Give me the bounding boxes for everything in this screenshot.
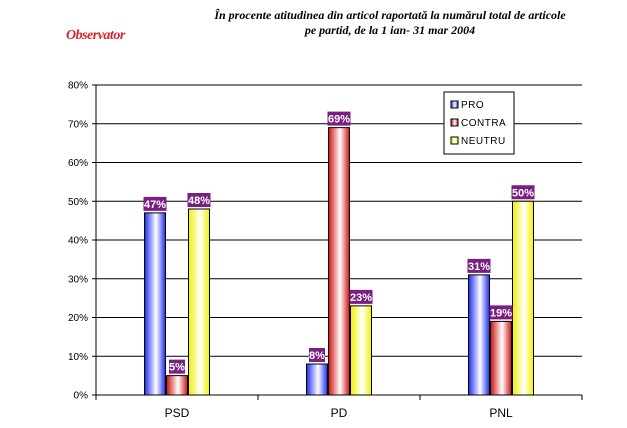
bar-contra xyxy=(166,375,188,396)
y-tick-label: 10% xyxy=(68,352,88,363)
data-label-bg xyxy=(327,111,351,126)
y-tick-label: 30% xyxy=(68,274,88,285)
data-labels: 47% 5% 48% 8% 69% 23% 31% 19% 50% xyxy=(143,111,535,374)
legend-label-pro: PRO xyxy=(461,100,484,111)
x-category-label: PNL xyxy=(489,406,513,420)
data-label: 69% xyxy=(328,114,350,126)
legend-label-contra: CONTRA xyxy=(461,118,506,129)
bar-contra xyxy=(490,320,512,396)
data-label-bg xyxy=(143,196,167,211)
data-label-bg xyxy=(467,258,491,273)
data-label-bg xyxy=(489,305,513,320)
y-tick-label: 0% xyxy=(74,391,89,402)
data-label: 50% xyxy=(512,187,534,199)
x-category-label: PSD xyxy=(165,406,190,420)
data-label-bg xyxy=(187,193,211,207)
legend-swatch-pro xyxy=(450,100,459,109)
data-label: 8% xyxy=(309,350,325,362)
y-tick-label: 60% xyxy=(68,158,88,169)
data-label: 23% xyxy=(350,292,372,304)
legend-label-neutru: NEUTRU xyxy=(461,136,506,147)
bar-pro xyxy=(144,212,166,396)
observator-logo: Observator xyxy=(66,28,125,43)
data-label-bg xyxy=(511,185,535,200)
y-tick-label: 80% xyxy=(68,81,88,92)
chart-title-line-2: pe partid, de la 1 ian- 31 mar 2004 xyxy=(304,23,476,37)
legend: PRO CONTRA NEUTRU xyxy=(443,91,515,155)
chart-title: În procente atitudinea din articol rapor… xyxy=(150,8,627,38)
data-label: 5% xyxy=(169,362,185,374)
bar-contra xyxy=(328,127,350,396)
data-label: 31% xyxy=(468,261,490,273)
bar-neutru xyxy=(350,305,372,396)
y-tick-label: 40% xyxy=(68,236,88,247)
y-tick-label: 70% xyxy=(68,119,88,130)
data-label: 47% xyxy=(144,199,166,211)
y-tick-label: 20% xyxy=(68,313,88,324)
data-label: 19% xyxy=(490,307,512,319)
bar-neutru xyxy=(188,208,210,396)
bars xyxy=(144,127,534,396)
data-label-bg xyxy=(349,289,373,304)
chart-title-line-1: În procente atitudinea din articol rapor… xyxy=(214,8,566,22)
x-category-label: PD xyxy=(331,406,348,420)
data-label-bg xyxy=(309,348,325,362)
bar-pro xyxy=(306,363,328,396)
data-label: 48% xyxy=(188,195,210,207)
bar-neutru xyxy=(512,200,534,396)
y-tick-label: 50% xyxy=(68,197,88,208)
bar-pro xyxy=(468,274,490,396)
legend-swatch-neutru xyxy=(450,136,459,145)
legend-swatch-contra xyxy=(450,118,459,127)
data-label-bg xyxy=(169,359,185,374)
